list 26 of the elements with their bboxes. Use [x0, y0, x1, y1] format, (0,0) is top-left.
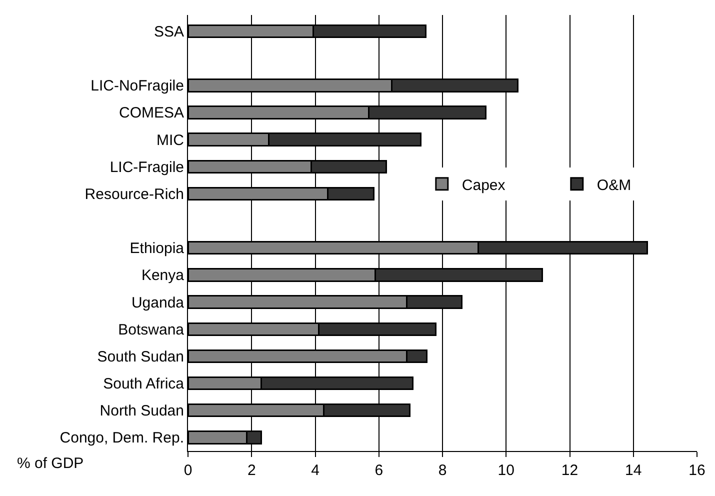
x-tick-label: 16 [688, 462, 706, 479]
x-tick-label: 6 [374, 462, 384, 479]
y-tick-label: South Sudan [97, 348, 184, 366]
y-tick-label: Kenya [141, 267, 185, 284]
legend-label: O&M [596, 176, 632, 194]
x-tick-label: 10 [498, 462, 514, 479]
y-tick-label: Congo, Dem. Rep. [60, 430, 184, 447]
x-tick-label: 4 [311, 462, 320, 479]
y-tick-label: LIC-Fragile [110, 158, 184, 176]
x-tick-label: 8 [438, 462, 447, 479]
y-tick-label: North Sudan [100, 402, 184, 420]
y-tick-label: LIC-NoFragile [90, 78, 184, 95]
x-tick-label: 14 [625, 462, 642, 479]
x-tick-label: 12 [561, 462, 578, 479]
y-tick-label: Botswana [118, 321, 185, 338]
y-tick-label: Resource-Rich [84, 186, 184, 203]
y-tick-label: South Africa [103, 376, 185, 393]
y-tick-label: Uganda [131, 294, 185, 312]
legend-label: Capex [462, 176, 506, 194]
x-tick-label: 0 [184, 462, 192, 479]
x-tick-label: 2 [247, 462, 256, 479]
y-tick-label: MIC [156, 132, 184, 149]
y-tick-label: SSA [154, 24, 184, 40]
y-tick-label: COMESA [118, 104, 184, 122]
y-tick-label: Ethiopia [130, 240, 185, 258]
x-axis-title: % of GDP [17, 455, 84, 472]
